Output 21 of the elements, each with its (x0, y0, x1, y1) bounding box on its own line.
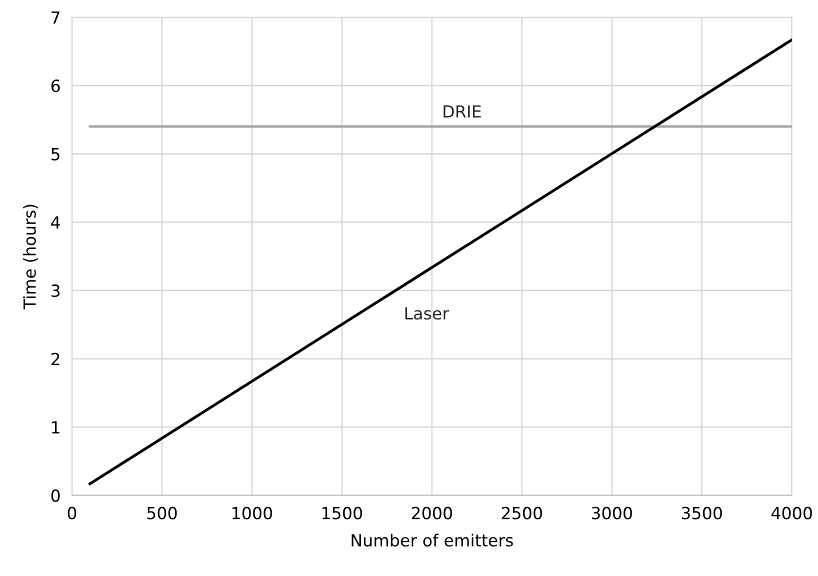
y-axis-title: Time (hours) (23, 204, 38, 310)
x-tick-label: 2000 (412, 506, 452, 520)
x-tick-label: 500 (147, 506, 177, 520)
y-tick-label: 5 (52, 148, 60, 160)
series-label: DRIE (444, 105, 481, 118)
series-label: Laser (405, 307, 450, 320)
x-tick-label: 2500 (502, 506, 542, 520)
y-tick-label: 7 (52, 11, 60, 24)
y-tick-label: 6 (51, 80, 60, 92)
y-tick-label: 3 (52, 284, 60, 298)
y-tick-label: 1 (52, 421, 60, 434)
x-tick-label: 3500 (682, 506, 722, 520)
x-axis-title: Number of emitters (352, 534, 513, 547)
x-tick-label: 3000 (592, 506, 632, 520)
x-tick-label: 1000 (232, 506, 272, 520)
x-tick-label: 0 (68, 506, 76, 520)
y-tick-label: 0 (51, 489, 60, 502)
y-tick-label: 2 (51, 352, 60, 366)
x-tick-label: 4000 (771, 506, 812, 520)
x-tick-label: 1500 (322, 506, 362, 520)
y-tick-label: 4 (51, 216, 60, 229)
